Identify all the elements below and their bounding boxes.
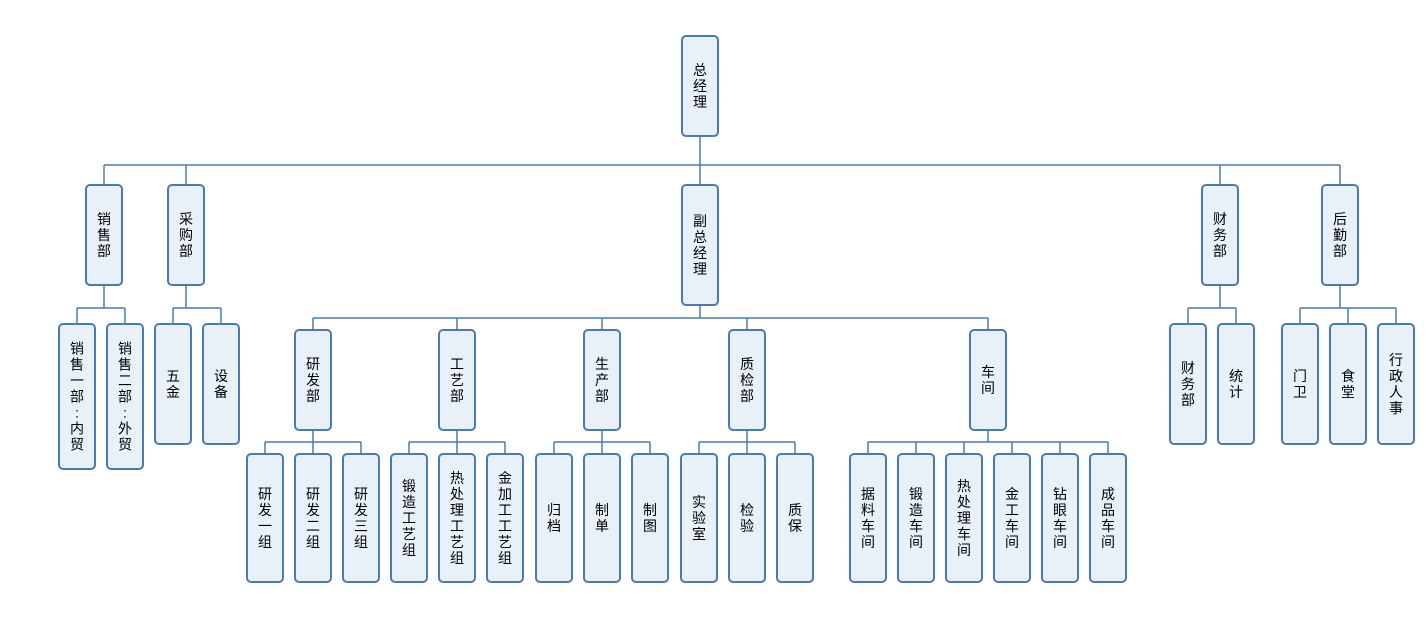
org-node-finance: 财务部 — [1202, 185, 1238, 285]
org-node-label: 财务部 — [1213, 211, 1227, 259]
org-node-label: 销售一部:内贸 — [70, 341, 84, 453]
org-node-qc: 质检部 — [729, 330, 765, 430]
org-node-t2: 热处理工艺组 — [439, 454, 475, 582]
org-node-label: 生产部 — [595, 356, 609, 404]
org-node-w2: 锻造车间 — [898, 454, 934, 582]
org-node-label: 归档 — [547, 502, 561, 534]
org-node-label: 工艺部 — [450, 356, 464, 404]
org-node-label: 热处理工艺组 — [450, 470, 464, 566]
org-node-label: 金工车间 — [1005, 486, 1019, 550]
org-node-sales: 销售部 — [86, 185, 122, 285]
org-node-p1: 归档 — [536, 454, 572, 582]
org-node-label: 财务部 — [1181, 360, 1195, 408]
org-node-sales1: 销售一部:内贸 — [59, 324, 95, 469]
org-node-p3: 制图 — [632, 454, 668, 582]
org-node-rd2: 研发二组 — [295, 454, 331, 582]
org-node-fin2: 统计 — [1218, 324, 1254, 444]
org-node-hw: 五金 — [155, 324, 191, 444]
org-node-label: 食堂 — [1341, 368, 1355, 400]
org-node-w4: 金工车间 — [994, 454, 1030, 582]
org-node-w6: 成品车间 — [1090, 454, 1126, 582]
org-node-label: 制单 — [595, 502, 609, 534]
org-node-q1: 实验室 — [681, 454, 717, 582]
org-node-q3: 质保 — [777, 454, 813, 582]
org-node-label: 成品车间 — [1101, 486, 1115, 550]
org-node-rd: 研发部 — [295, 330, 331, 430]
org-chart-diagram: 总经理销售部采购部副总经理财务部后勤部销售一部:内贸销售二部:外贸五金设备研发部… — [10, 10, 1427, 610]
org-node-label: 热处理车间 — [957, 478, 971, 558]
org-node-tech: 工艺部 — [439, 330, 475, 430]
org-node-fin1: 财务部 — [1170, 324, 1206, 444]
org-node-label: 锻造车间 — [909, 486, 923, 550]
org-node-logistics: 后勤部 — [1322, 185, 1358, 285]
org-node-log2: 食堂 — [1330, 324, 1366, 444]
org-node-log1: 门卫 — [1282, 324, 1318, 444]
org-node-p2: 制单 — [584, 454, 620, 582]
org-node-w5: 钻眼车间 — [1042, 454, 1078, 582]
org-node-label: 车间 — [981, 364, 995, 396]
org-node-t1: 锻造工艺组 — [391, 454, 427, 582]
org-node-label: 研发二组 — [306, 486, 320, 550]
org-node-label: 后勤部 — [1333, 211, 1347, 259]
org-node-w1: 据料车间 — [850, 454, 886, 582]
org-node-label: 据料车间 — [861, 486, 875, 550]
org-node-label: 实验室 — [692, 494, 706, 542]
org-node-label: 副总经理 — [693, 213, 707, 277]
org-node-label: 门卫 — [1293, 368, 1307, 400]
org-node-label: 质检部 — [740, 356, 754, 404]
nodes-layer: 总经理销售部采购部副总经理财务部后勤部销售一部:内贸销售二部:外贸五金设备研发部… — [59, 36, 1414, 582]
org-node-w3: 热处理车间 — [946, 454, 982, 582]
org-node-gm: 总经理 — [682, 36, 718, 136]
org-node-rd1: 研发一组 — [247, 454, 283, 582]
org-node-label: 钻眼车间 — [1053, 486, 1067, 550]
org-node-sales2: 销售二部:外贸 — [107, 324, 143, 469]
org-node-label: 研发三组 — [354, 486, 368, 550]
org-node-workshop: 车间 — [970, 330, 1006, 430]
org-node-q2: 检验 — [729, 454, 765, 582]
org-node-label: 检验 — [740, 502, 754, 534]
org-node-label: 销售部 — [97, 211, 111, 259]
org-node-label: 锻造工艺组 — [402, 478, 416, 558]
org-node-label: 销售二部:外贸 — [118, 341, 132, 453]
org-node-label: 研发部 — [306, 356, 320, 404]
org-node-purchase: 采购部 — [168, 185, 204, 285]
org-node-label: 采购部 — [179, 211, 193, 259]
org-node-label: 总经理 — [693, 62, 707, 110]
org-node-vgm: 副总经理 — [682, 185, 718, 305]
org-node-label: 研发一组 — [258, 486, 272, 550]
org-node-t3: 金加工工艺组 — [487, 454, 523, 582]
org-node-log3: 行政人事 — [1378, 324, 1414, 444]
org-node-label: 质保 — [788, 502, 802, 534]
org-node-prod: 生产部 — [584, 330, 620, 430]
org-node-label: 金加工工艺组 — [498, 470, 512, 566]
org-node-label: 设备 — [214, 368, 228, 400]
org-node-equip: 设备 — [203, 324, 239, 444]
org-node-label: 五金 — [166, 368, 180, 400]
org-node-rd3: 研发三组 — [343, 454, 379, 582]
org-node-label: 统计 — [1229, 368, 1243, 400]
org-node-label: 行政人事 — [1389, 352, 1403, 416]
org-node-label: 制图 — [643, 502, 657, 534]
